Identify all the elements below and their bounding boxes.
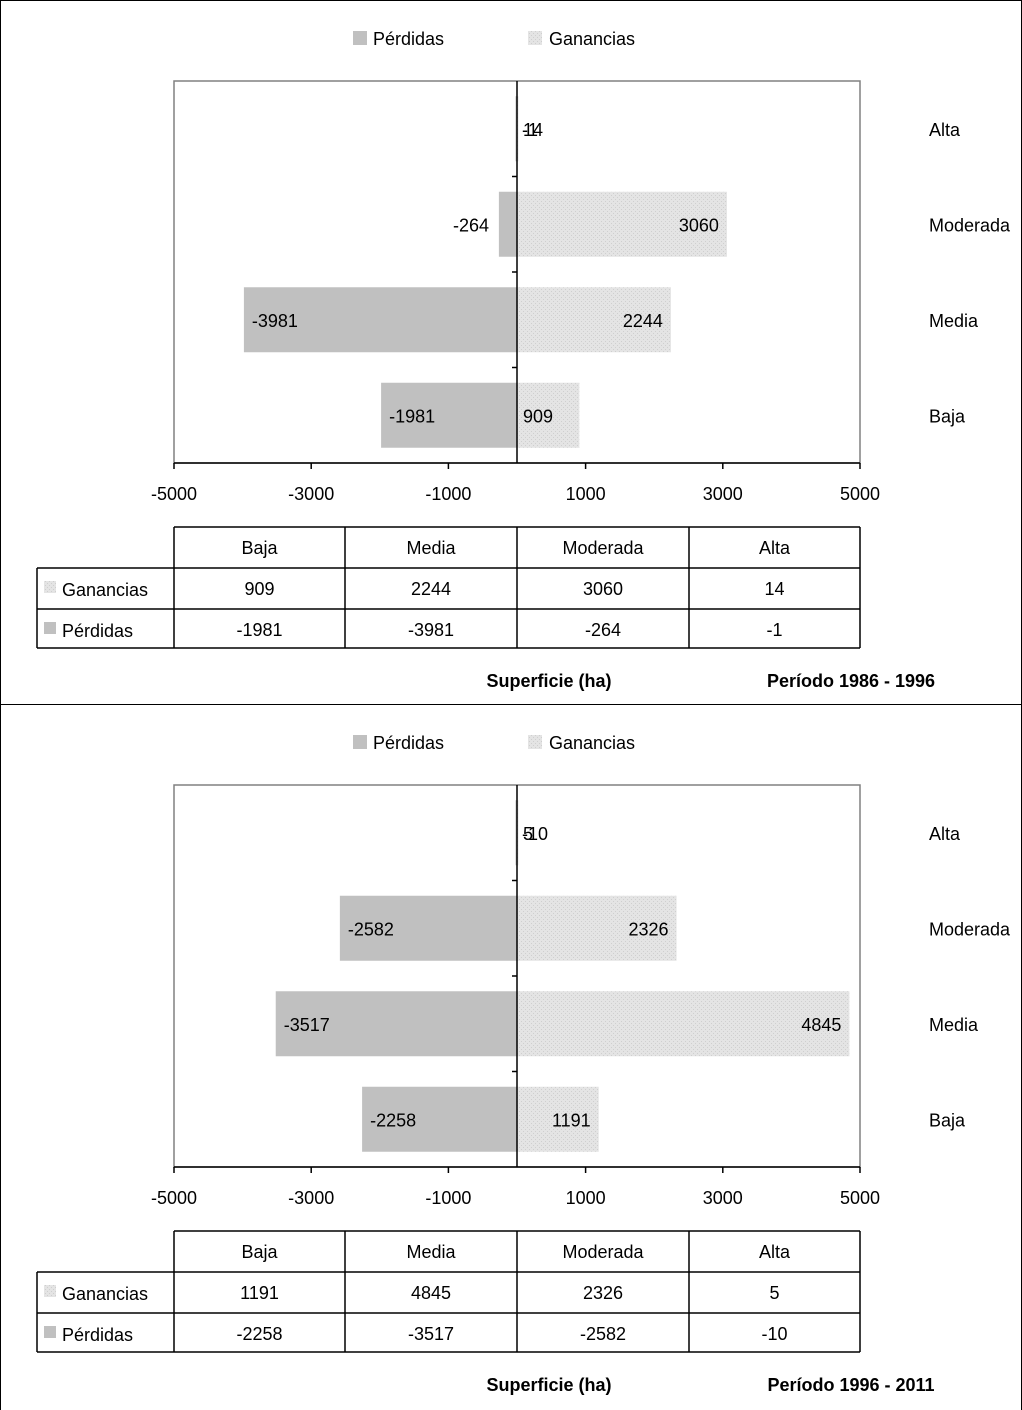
loss-data-label: -10 bbox=[522, 824, 548, 844]
gain-bar-baja bbox=[517, 1086, 599, 1152]
x-axis-title: Superficie (ha) bbox=[486, 1375, 611, 1395]
legend-swatch-perdidas bbox=[353, 31, 367, 45]
table-header-cell: Baja bbox=[241, 1242, 278, 1262]
table-cell: 2326 bbox=[583, 1283, 623, 1303]
category-label-moderada: Moderada bbox=[929, 919, 1011, 939]
table-header-cell: Media bbox=[406, 538, 456, 558]
x-tick-label: 3000 bbox=[703, 484, 743, 504]
gain-bar-moderada bbox=[517, 895, 677, 961]
table-cell: -1981 bbox=[236, 620, 282, 640]
x-tick-label: -3000 bbox=[288, 484, 334, 504]
table-cell: 3060 bbox=[583, 579, 623, 599]
table-legend-swatch bbox=[44, 622, 56, 634]
gain-bar-baja bbox=[517, 382, 580, 448]
gain-data-label: 3060 bbox=[679, 215, 719, 235]
legend-label-perdidas: Pérdidas bbox=[373, 29, 444, 49]
chart-title: Período 1986 - 1996 bbox=[767, 671, 935, 691]
table-cell: -264 bbox=[585, 620, 621, 640]
loss-bar-baja bbox=[362, 1086, 517, 1152]
gain-data-label: 14 bbox=[523, 120, 543, 140]
table-cell: -3981 bbox=[408, 620, 454, 640]
legend-swatch-perdidas bbox=[353, 735, 367, 749]
gain-data-label: 909 bbox=[523, 406, 553, 426]
loss-data-label: -3981 bbox=[252, 311, 298, 331]
loss-data-label: -3517 bbox=[284, 1015, 330, 1035]
x-tick-label: -5000 bbox=[151, 1188, 197, 1208]
loss-data-label: -2258 bbox=[370, 1110, 416, 1130]
category-label-alta: Alta bbox=[929, 824, 961, 844]
bar-chart-1996-2011: Pérdidas Ganancias -2258 -3517 -2582 -10 1191 4… bbox=[36, 733, 1011, 1395]
category-label-baja: Baja bbox=[929, 1110, 966, 1130]
bar-chart-1986-1996: Pérdidas Ganancias -1981 -3981 -264 -1 909 2244… bbox=[36, 29, 1011, 691]
table-header-cell: Media bbox=[406, 1242, 456, 1262]
table-cell: 14 bbox=[764, 579, 784, 599]
table-header-cell: Alta bbox=[759, 1242, 791, 1262]
loss-bar-media bbox=[275, 991, 517, 1057]
legend-label-ganancias: Ganancias bbox=[549, 29, 635, 49]
table-cell: 5 bbox=[769, 1283, 779, 1303]
x-tick-label: 5000 bbox=[840, 1188, 880, 1208]
x-tick-label: -3000 bbox=[288, 1188, 334, 1208]
x-axis-title: Superficie (ha) bbox=[486, 671, 611, 691]
x-tick-label: 1000 bbox=[566, 484, 606, 504]
gain-data-label: 4845 bbox=[801, 1015, 841, 1035]
gain-data-label: 1191 bbox=[552, 1110, 591, 1130]
x-tick-label: -5000 bbox=[151, 484, 197, 504]
table-row-label: Pérdidas bbox=[62, 1325, 133, 1345]
table-header-cell: Baja bbox=[241, 538, 278, 558]
legend-swatch-ganancias bbox=[528, 735, 542, 749]
table-cell: 1191 bbox=[240, 1283, 279, 1303]
table-cell: 909 bbox=[244, 579, 274, 599]
x-tick-label: -1000 bbox=[425, 1188, 471, 1208]
category-label-moderada: Moderada bbox=[929, 215, 1011, 235]
gain-bar-moderada bbox=[517, 191, 727, 257]
table-row-label: Ganancias bbox=[62, 580, 148, 600]
loss-data-label: -1 bbox=[522, 120, 538, 140]
table-header-cell: Alta bbox=[759, 538, 791, 558]
table-cell: -3517 bbox=[408, 1324, 454, 1344]
loss-data-label: -264 bbox=[453, 215, 489, 235]
loss-bar-moderada bbox=[498, 191, 517, 257]
category-label-media: Media bbox=[929, 1015, 979, 1035]
chart-title: Período 1996 - 2011 bbox=[767, 1375, 934, 1395]
gain-bar-media bbox=[517, 287, 671, 353]
legend-label-ganancias: Ganancias bbox=[549, 733, 635, 753]
x-tick-label: 5000 bbox=[840, 484, 880, 504]
gain-bar-media bbox=[517, 991, 850, 1057]
table-header-cell: Moderada bbox=[562, 1242, 644, 1262]
table-cell: -2258 bbox=[236, 1324, 282, 1344]
gain-data-label: 2326 bbox=[629, 919, 669, 939]
chart-panel-1996-2011: Pérdidas Ganancias -2258 -3517 -2582 -10 1191 4… bbox=[0, 705, 1022, 1410]
category-label-alta: Alta bbox=[929, 120, 961, 140]
table-legend-swatch bbox=[44, 1326, 56, 1338]
table-cell: 4845 bbox=[411, 1283, 451, 1303]
table-cell: -2582 bbox=[580, 1324, 626, 1344]
x-tick-label: 1000 bbox=[566, 1188, 606, 1208]
table-cell: -10 bbox=[761, 1324, 787, 1344]
loss-data-label: -1981 bbox=[389, 406, 435, 426]
x-tick-label: 3000 bbox=[703, 1188, 743, 1208]
table-legend-swatch bbox=[44, 581, 56, 593]
table-cell: 2244 bbox=[411, 579, 451, 599]
table-cell: -1 bbox=[766, 620, 782, 640]
legend-label-perdidas: Pérdidas bbox=[373, 733, 444, 753]
table-row-label: Ganancias bbox=[62, 1284, 148, 1304]
table-header-cell: Moderada bbox=[562, 538, 644, 558]
category-label-media: Media bbox=[929, 311, 979, 331]
table-legend-swatch bbox=[44, 1285, 56, 1297]
loss-bar-media bbox=[243, 287, 518, 353]
x-tick-label: -1000 bbox=[425, 484, 471, 504]
gain-data-label: 2244 bbox=[623, 311, 663, 331]
loss-bar-moderada bbox=[339, 895, 517, 961]
table-row-label: Pérdidas bbox=[62, 621, 133, 641]
legend-swatch-ganancias bbox=[528, 31, 542, 45]
chart-panel-1986-1996: Pérdidas Ganancias -1981 -3981 -264 -1 909 2244… bbox=[0, 0, 1022, 705]
category-label-baja: Baja bbox=[929, 406, 966, 426]
loss-data-label: -2582 bbox=[348, 919, 394, 939]
loss-bar-baja bbox=[381, 382, 517, 448]
gain-data-label: 5 bbox=[523, 824, 533, 844]
